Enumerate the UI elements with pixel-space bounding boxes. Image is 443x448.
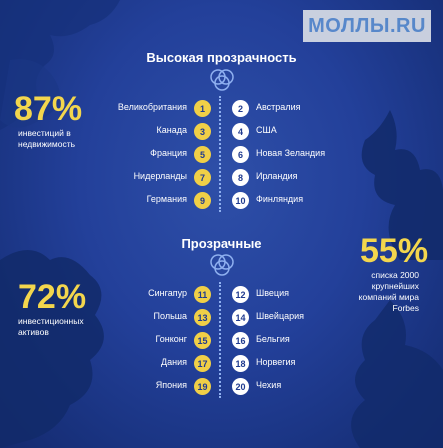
country-row-right: Швейцария [256,308,376,330]
rank-badge: 4 [232,123,249,140]
stat-87-caption: инвестиций в недвижимость [18,128,75,150]
rank-badge: 3 [194,123,211,140]
stat-72-caption-line2: активов [18,327,49,337]
rank-badge: 17 [194,355,211,372]
country-row-right: Ирландия [256,168,376,190]
rank-badge: 15 [194,332,211,349]
divider-dots-transparent [219,282,223,398]
country-row-left: Польша [60,308,187,330]
rank-badge: 14 [232,309,249,326]
stat-87-value: 87% [14,90,83,128]
country-label: Чехия [256,380,282,390]
country-label: Новая Зеландия [256,148,326,158]
rank-badge: 2 [232,100,249,117]
rank-badge: 7 [194,169,211,186]
watermark: МОЛЛЫ.RU [303,10,431,42]
rank-badge: 6 [232,146,249,163]
stat-72-caption: инвестиционных активов [18,316,84,338]
country-label: Нидерланды [133,171,187,181]
stat-72-caption-line1: инвестиционных [18,316,84,326]
country-row-right: Норвегия [256,354,376,376]
country-label: Сингапур [148,288,187,298]
rank-badge: 19 [194,378,211,395]
country-row-left: Франция [60,145,187,167]
country-label: Бельгия [256,334,290,344]
country-row-right: Чехия [256,377,376,399]
country-label: Норвегия [256,357,296,367]
divider-dots-high [219,96,223,212]
rank-badge: 12 [232,286,249,303]
country-row-right: США [256,122,376,144]
stat-55-caption: списка 2000 крупнейших компаний мира For… [359,270,419,314]
country-label: Гонконг [155,334,187,344]
country-row-left: Япония [60,377,187,399]
country-label: США [256,125,277,135]
country-row-left: Канада [60,122,187,144]
stat-55-caption-line4: Forbes [392,303,419,313]
country-label: Дания [161,357,187,367]
rank-badge: 1 [194,100,211,117]
country-row-right: Новая Зеландия [256,145,376,167]
stat-55-caption-line3: компаний мира [358,292,419,302]
rank-badge: 5 [194,146,211,163]
country-row-right: Финляндия [256,191,376,213]
country-label: Швеция [256,288,289,298]
rank-badge: 11 [194,286,211,303]
country-label: Великобритания [117,102,187,112]
country-row-left: Дания [60,354,187,376]
rank-badge: 9 [194,192,211,209]
stat-55-value: 55% [360,232,429,270]
stat-72-value: 72% [18,278,87,316]
country-label: Канада [156,125,187,135]
country-label: Франция [150,148,187,158]
stat-87-caption-line1: инвестиций в [18,128,71,138]
venn-icon [210,69,234,91]
rank-badge: 13 [194,309,211,326]
country-label: Япония [155,380,187,390]
country-row-right: Австралия [256,99,376,121]
country-row-right: Швеция [256,285,376,307]
section-title-transparent: Прозрачные [181,236,262,251]
rank-badge: 18 [232,355,249,372]
country-label: Австралия [256,102,301,112]
stat-55-caption-line1: списка 2000 [371,270,419,280]
country-row-left: Великобритания [60,99,187,121]
country-label: Финляндия [256,194,304,204]
stat-55-caption-line2: крупнейших [371,281,419,291]
country-row-left: Германия [60,191,187,213]
rank-badge: 20 [232,378,249,395]
country-row-left: Сингапур [60,285,187,307]
country-label: Швейцария [256,311,305,321]
rank-badge: 8 [232,169,249,186]
stat-87-caption-line2: недвижимость [18,139,76,149]
rank-badge: 16 [232,332,249,349]
section-title-high: Высокая прозрачность [146,50,297,65]
country-row-right: Бельгия [256,331,376,353]
country-label: Германия [146,194,187,204]
country-row-left: Нидерланды [60,168,187,190]
venn-icon-2 [210,254,234,276]
country-label: Польша [153,311,187,321]
country-label: Ирландия [256,171,298,181]
country-row-left: Гонконг [60,331,187,353]
rank-badge: 10 [232,192,249,209]
